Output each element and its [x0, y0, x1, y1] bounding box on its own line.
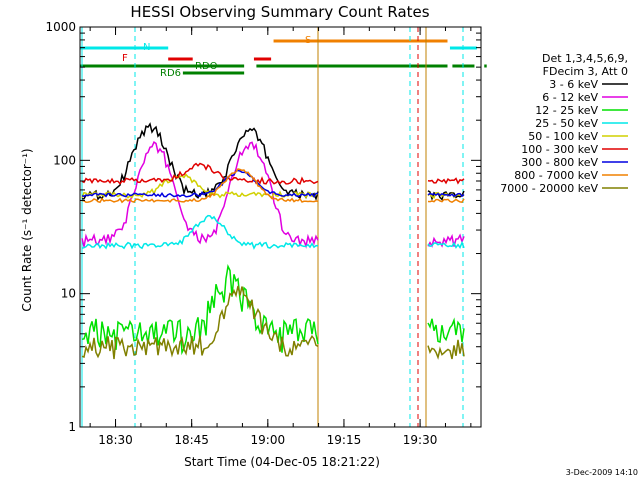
series-line — [81, 285, 319, 360]
chart-title: HESSI Observing Summary Count Rates — [130, 3, 429, 21]
legend-header: FDecim 3, Att 0 — [543, 65, 628, 78]
series-line — [81, 168, 319, 204]
legend: Det 1,3,4,5,6,9,FDecim 3, Att 03 - 6 keV… — [500, 52, 628, 195]
series-line — [427, 339, 465, 360]
legend-header: Det 1,3,4,5,6,9, — [542, 52, 628, 65]
legend-entry-label: 800 - 7000 keV — [514, 169, 598, 182]
series-line — [81, 162, 319, 185]
y-tick-label: 10 — [61, 287, 76, 301]
series-line — [81, 122, 319, 202]
legend-entry-label: 7000 - 20000 keV — [500, 182, 598, 195]
series-lines — [81, 122, 465, 360]
series-line — [427, 240, 465, 250]
series-line — [427, 192, 465, 198]
y-tick-label: 1 — [68, 420, 76, 434]
legend-entry-label: 12 - 25 keV — [535, 104, 598, 117]
legend-entry-label: 3 - 6 keV — [549, 78, 598, 91]
series-line — [427, 233, 465, 248]
x-tick-label: 19:30 — [403, 433, 438, 447]
x-tick-label: 18:45 — [174, 433, 209, 447]
series-line — [427, 317, 465, 344]
series-line — [427, 177, 465, 185]
x-tick-label: 18:30 — [98, 433, 133, 447]
x-tick-label: 19:00 — [251, 433, 286, 447]
flag-label: RDO — [195, 61, 218, 72]
series-line — [427, 198, 465, 204]
flag-label: N — [143, 42, 150, 53]
flag-label: F — [122, 53, 128, 64]
axis-ticks: 18:30 18:45 19:00 19:15 19:30 1 10 100 1000 — [45, 20, 481, 447]
x-axis-label: Start Time (04-Dec-05 18:21:22) — [184, 455, 380, 469]
series-line — [81, 214, 319, 250]
y-axis-label: Count Rate (s⁻¹ detector⁻¹) — [20, 148, 34, 311]
timestamp: 3-Dec-2009 14:10 — [566, 468, 638, 477]
legend-entry-label: 50 - 100 keV — [528, 130, 598, 143]
y-tick-label: 1000 — [45, 20, 76, 34]
flag-bars: N F S RDO RD6 — [80, 27, 487, 427]
legend-entry-label: 25 - 50 keV — [535, 117, 598, 130]
series-line — [81, 140, 319, 249]
legend-entry-label: 300 - 800 keV — [521, 156, 598, 169]
series-line — [427, 191, 465, 199]
x-tick-label: 19:15 — [327, 433, 362, 447]
series-line — [427, 190, 465, 202]
legend-entry-label: 6 - 12 keV — [542, 91, 598, 104]
flag-label: RD6 — [160, 68, 181, 79]
plot-frame — [79, 26, 482, 428]
series-line — [81, 169, 318, 198]
legend-entry-label: 100 - 300 keV — [521, 143, 598, 156]
y-tick-label: 100 — [53, 153, 76, 167]
flag-label: S — [305, 35, 311, 46]
